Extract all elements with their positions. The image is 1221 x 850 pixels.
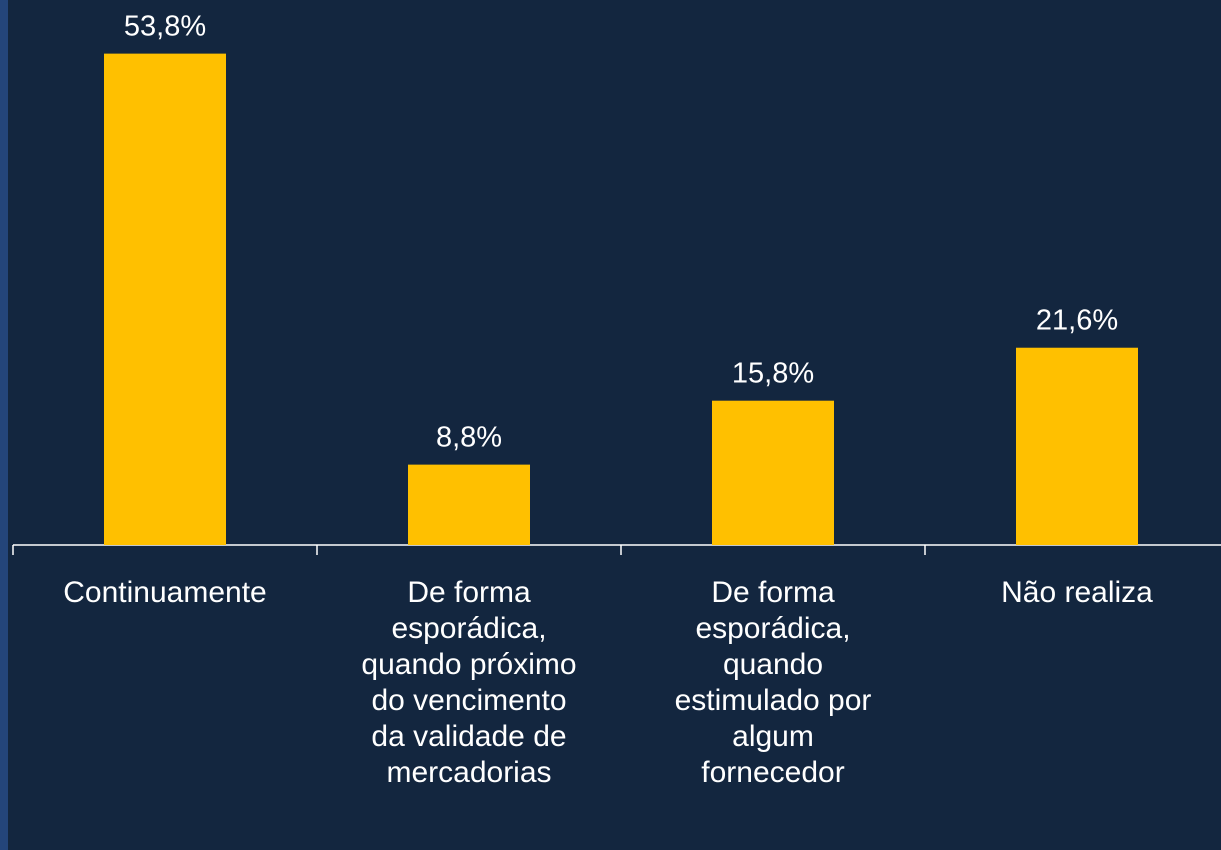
value-label: 8,8% (436, 421, 502, 453)
bar (408, 464, 530, 545)
x-tick-label: De forma esporádica, quando próximo do v… (361, 576, 577, 789)
x-tick-label: Não realiza (1001, 576, 1153, 609)
value-label: 53,8% (124, 10, 206, 42)
x-tick-label: De forma esporádica, quando estimulado p… (674, 576, 872, 789)
bar (712, 400, 834, 545)
x-tick-label: Continuamente (63, 576, 267, 609)
bar (104, 53, 226, 545)
value-label: 15,8% (732, 357, 814, 389)
value-label: 21,6% (1036, 304, 1118, 336)
bar (1016, 347, 1138, 545)
side-strip (0, 0, 8, 850)
